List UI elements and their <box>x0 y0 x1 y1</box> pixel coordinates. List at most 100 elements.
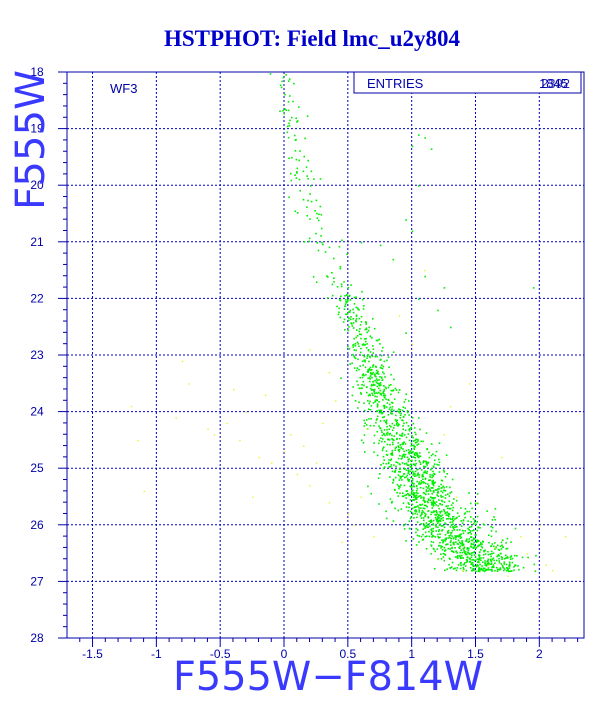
data-point <box>386 402 389 404</box>
data-point <box>434 502 436 504</box>
data-point <box>501 544 503 546</box>
data-point <box>466 547 469 549</box>
data-point <box>341 239 343 242</box>
data-point <box>432 541 435 544</box>
data-point <box>468 538 471 540</box>
data-point <box>369 366 372 369</box>
data-point <box>402 425 404 427</box>
data-point <box>418 495 421 497</box>
data-point <box>432 527 435 530</box>
data-point <box>284 108 286 110</box>
data-point <box>416 468 418 471</box>
data-point <box>360 241 363 244</box>
data-point <box>469 567 472 569</box>
data-point <box>393 464 395 466</box>
data-point <box>475 534 477 536</box>
data-point <box>435 450 438 453</box>
data-point <box>420 535 423 538</box>
data-point <box>435 489 438 491</box>
data-point <box>290 172 292 175</box>
data-point <box>487 550 489 553</box>
data-point <box>470 525 473 528</box>
data-point <box>484 553 487 555</box>
data-point <box>444 549 447 551</box>
data-point <box>324 251 327 253</box>
data-point <box>436 548 439 550</box>
data-point <box>406 490 408 492</box>
data-point <box>437 495 439 497</box>
data-point <box>358 368 360 371</box>
data-point <box>401 433 403 435</box>
data-point <box>435 510 437 512</box>
data-point <box>405 436 408 439</box>
data-point <box>426 461 428 464</box>
data-point <box>397 457 400 460</box>
data-point <box>382 447 384 450</box>
data-point <box>379 244 382 247</box>
data-point <box>406 410 409 412</box>
data-point <box>387 414 390 416</box>
data-point <box>436 519 439 521</box>
data-point <box>296 212 299 214</box>
data-point <box>307 159 309 162</box>
data-point <box>415 531 417 534</box>
data-point <box>315 199 318 202</box>
data-point <box>439 536 441 539</box>
data-point <box>473 541 475 544</box>
data-point <box>440 483 442 486</box>
data-point <box>355 320 357 323</box>
data-point <box>439 533 441 535</box>
data-point <box>382 392 384 394</box>
data-point <box>410 449 412 452</box>
data-point <box>363 384 365 387</box>
data-point <box>468 529 470 531</box>
data-point <box>403 524 405 527</box>
data-point <box>476 558 479 560</box>
stats-entries-value-1: 1845 <box>539 76 568 91</box>
data-point <box>347 329 349 332</box>
data-point <box>433 548 435 551</box>
data-point <box>403 528 406 530</box>
data-point <box>372 364 375 366</box>
data-point <box>429 468 432 471</box>
data-point <box>303 155 306 158</box>
data-point <box>397 461 399 464</box>
data-point <box>400 446 402 448</box>
data-point <box>451 518 454 521</box>
data-point <box>343 308 346 310</box>
data-point <box>374 400 376 403</box>
data-point <box>445 544 447 546</box>
data-point <box>453 541 455 544</box>
data-point <box>424 470 426 472</box>
data-point <box>374 395 376 398</box>
data-point <box>480 545 483 548</box>
data-point <box>427 516 430 518</box>
data-point <box>427 486 430 488</box>
data-point <box>484 564 486 566</box>
data-point <box>430 532 433 534</box>
data-point <box>361 376 364 379</box>
data-point <box>436 511 438 514</box>
data-point <box>357 343 360 345</box>
data-point <box>461 554 463 557</box>
data-point <box>469 553 471 555</box>
data-point <box>527 556 529 559</box>
data-point-secondary <box>296 473 299 476</box>
data-point <box>409 494 412 497</box>
data-point <box>419 463 422 465</box>
data-point <box>468 540 470 543</box>
data-point <box>402 419 404 422</box>
data-point <box>442 516 444 519</box>
data-point <box>478 570 481 573</box>
data-point <box>418 185 420 187</box>
data-point <box>405 506 408 508</box>
data-point <box>372 394 374 396</box>
data-point <box>375 372 378 375</box>
data-point <box>347 319 350 322</box>
data-point <box>346 253 348 255</box>
data-point <box>423 498 425 500</box>
data-point <box>426 464 428 466</box>
data-point <box>443 508 445 511</box>
data-point <box>355 349 357 352</box>
data-point-secondary <box>137 439 139 442</box>
